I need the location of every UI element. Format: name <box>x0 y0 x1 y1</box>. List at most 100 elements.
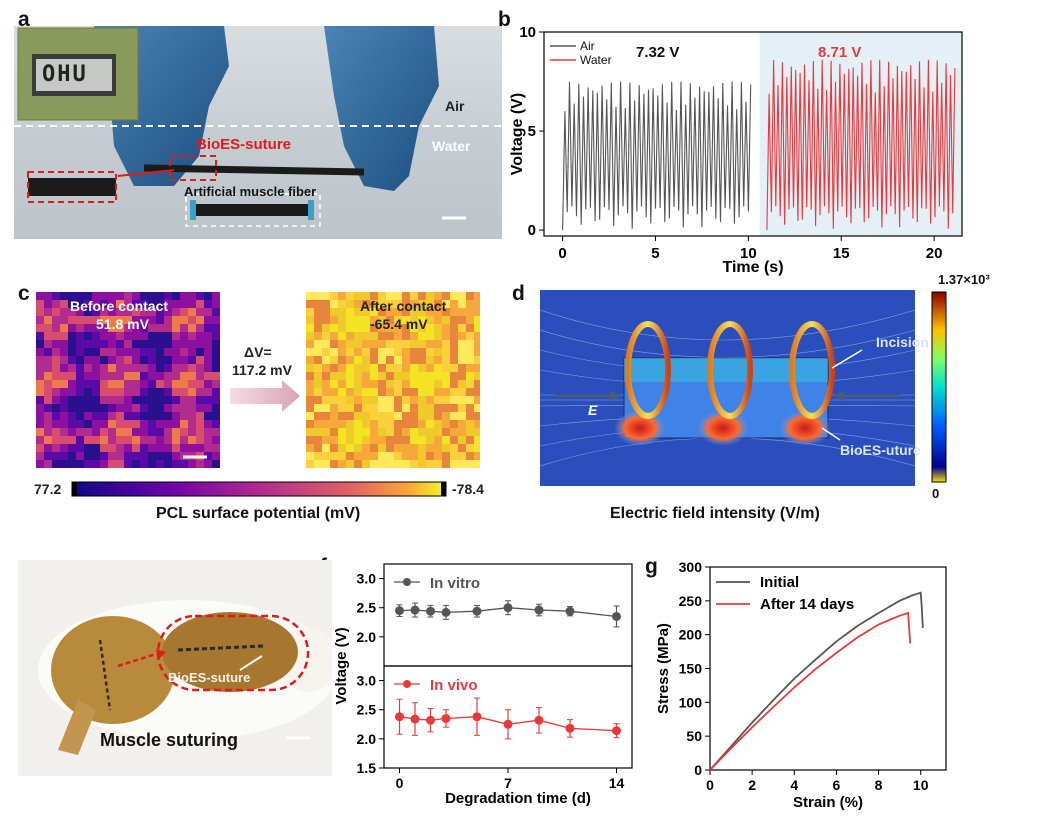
panel-label-a: a <box>18 8 30 31</box>
legend-label-air: Air <box>580 39 595 53</box>
data-point-f <box>441 607 451 617</box>
series-line-air <box>562 81 752 231</box>
fiber-zoom-left <box>28 178 116 196</box>
series-line-water <box>766 59 956 231</box>
x-tick-label-b: 15 <box>833 245 850 262</box>
x-tick-label-b: 0 <box>558 245 566 262</box>
data-point-f <box>565 723 575 733</box>
colorbar-c-min: 77.2 <box>34 481 62 497</box>
y-tick-label-g: 50 <box>686 728 702 744</box>
x-tick-label-g: 0 <box>706 777 714 793</box>
muscle-right <box>162 612 298 692</box>
legend-label-g-2: After 14 days <box>760 596 854 613</box>
after-label: After contact <box>360 298 447 314</box>
data-point-f <box>410 605 420 615</box>
y-tick-label-b: 0 <box>528 222 536 239</box>
zoom-box-source <box>169 155 217 181</box>
data-point-f <box>426 715 435 725</box>
muscle-left <box>51 616 175 724</box>
series-line-g-1 <box>709 591 924 771</box>
y-tick-label-f: 3.0 <box>357 571 377 587</box>
y-axis-label-b: Voltage (V) <box>509 93 526 175</box>
delta-label: ΔV= <box>244 344 272 360</box>
x-axis-label-b: Time (s) <box>722 259 783 276</box>
y-tick-label-f: 2.0 <box>357 629 377 645</box>
x-tick-label-f: 0 <box>396 775 404 791</box>
x-tick-label-f: 7 <box>504 775 512 791</box>
panel-label-b: b <box>498 8 511 31</box>
data-point-f <box>565 606 575 616</box>
suture-loop-3 <box>789 321 835 419</box>
suture-loop-2 <box>707 321 753 419</box>
zoom-box-left <box>27 171 117 203</box>
legend-label-f-1: In vitro <box>430 575 480 592</box>
caption-e: Muscle suturing <box>100 730 239 750</box>
legend-marker-f-1 <box>403 578 411 586</box>
panel-label-g: g <box>645 555 658 578</box>
x-tick-label-g: 8 <box>875 777 883 793</box>
data-point-f <box>410 714 420 724</box>
x-axis-label-f: Degradation time (d) <box>445 790 591 807</box>
series-line-g-2 <box>709 611 912 771</box>
panel-a-photo <box>14 26 502 239</box>
suture-label-e: BioES-suture <box>168 670 251 685</box>
fiber-label: Artificial muscle fiber <box>184 184 317 199</box>
colorbar-c-max: -78.4 <box>452 481 484 497</box>
x-tick-label-g: 4 <box>790 777 798 793</box>
y-axis-label-g: Stress (MPa) <box>655 623 672 714</box>
x-tick-label-f: 14 <box>609 775 625 791</box>
water-label: Water <box>432 138 471 154</box>
zoom-outline-e <box>156 614 310 692</box>
y-tick-label-f: 2.5 <box>357 702 377 718</box>
air-label: Air <box>445 98 465 114</box>
x-tick-label-b: 5 <box>651 245 659 262</box>
incision-pointer <box>831 349 863 369</box>
field-label: E <box>588 402 598 418</box>
y-tick-label-f: 1.5 <box>357 760 377 776</box>
data-point-f <box>472 606 482 616</box>
y-tick-label-b: 5 <box>528 123 536 140</box>
y-tick-label-f: 3.0 <box>357 673 377 689</box>
suture-label-d: BioES-uture <box>840 442 921 458</box>
delta-value: 117.2 mV <box>232 362 292 378</box>
map-before <box>36 292 220 468</box>
legend-marker-f-2 <box>403 680 411 688</box>
legend-label-g-1: Initial <box>760 574 799 591</box>
lcd-screen <box>36 59 112 91</box>
zoom-arrow-e <box>117 652 157 668</box>
before-value: 51.8 mV <box>96 316 149 332</box>
data-point-f <box>426 606 435 616</box>
suture-pointer <box>821 427 841 441</box>
muscle-fiber <box>143 164 365 176</box>
y-tick-label-g: 0 <box>694 762 702 778</box>
colorbar-d-max: 1.37×10³ <box>938 272 990 287</box>
data-point-f <box>503 603 513 613</box>
y-tick-label-g: 300 <box>679 559 703 575</box>
data-point-f <box>472 712 482 722</box>
data-point-f <box>534 715 544 725</box>
x-tick-label-b: 10 <box>740 245 757 262</box>
x-tick-label-g: 10 <box>913 777 929 793</box>
incision-label: Incision <box>876 334 929 350</box>
lcd-text: OHU <box>42 62 88 87</box>
data-point-f <box>441 713 451 723</box>
data-point-f <box>503 719 513 729</box>
after-value: -65.4 mV <box>370 316 428 332</box>
y-tick-label-b: 10 <box>519 24 536 41</box>
data-point-f <box>612 726 621 736</box>
annotation-air: 7.32 V <box>636 44 679 61</box>
suture-loop-1 <box>625 321 671 419</box>
x-tick-label-g: 2 <box>748 777 756 793</box>
transition-arrow <box>230 380 300 412</box>
y-tick-label-g: 150 <box>679 661 703 677</box>
colorbar-d-min: 0 <box>932 486 940 501</box>
data-point-f <box>612 611 621 621</box>
axes-frame-b <box>543 31 963 237</box>
y-tick-label-g: 250 <box>679 593 703 609</box>
zoom-arrow <box>117 169 175 177</box>
map-after <box>306 292 480 468</box>
suture-label-a: BioES-suture <box>196 136 292 153</box>
zoom-box-bottom <box>185 193 321 227</box>
